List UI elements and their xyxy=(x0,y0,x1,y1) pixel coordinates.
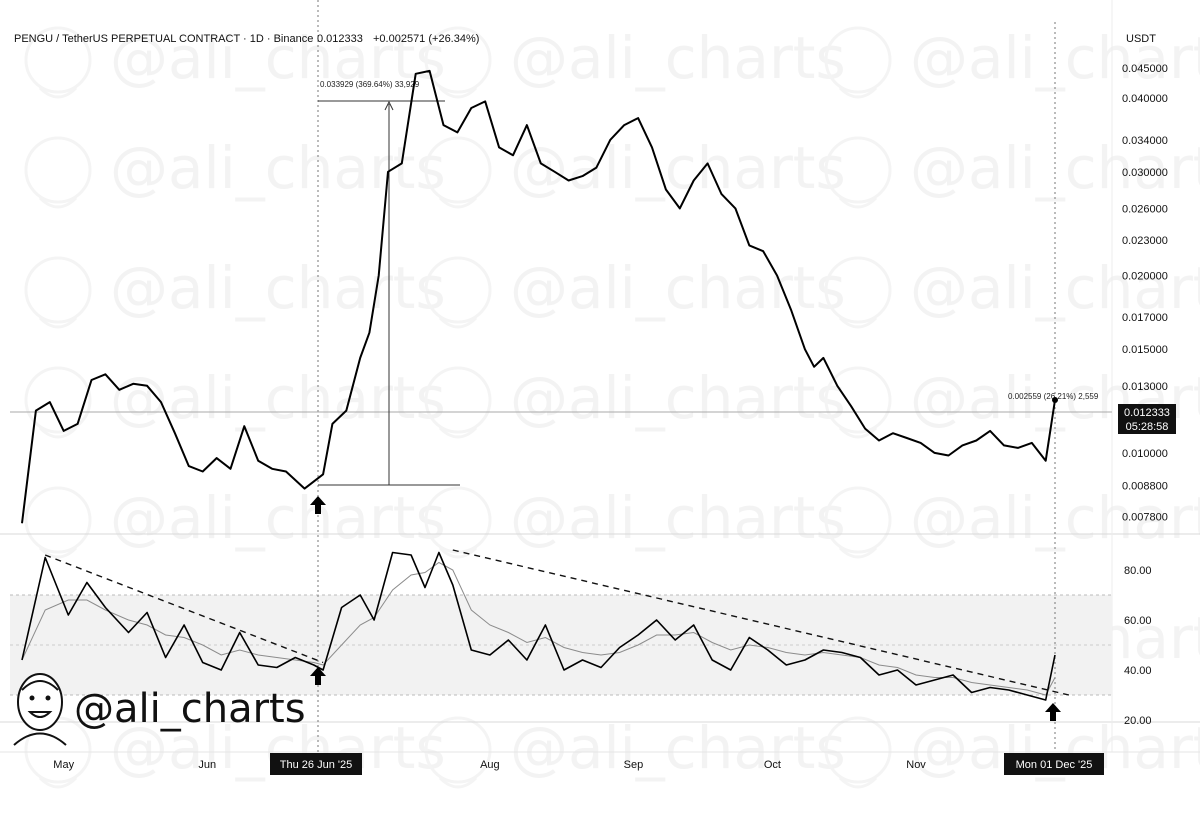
bounce-measure: 0.002559 (26.21%) 2,559 xyxy=(1008,392,1099,401)
up-arrow-icon xyxy=(1045,703,1061,721)
oscillator-tick-label: 40.00 xyxy=(1124,665,1152,677)
price-series xyxy=(21,69,1058,524)
up-arrow-icon xyxy=(310,496,326,514)
month-tick-label: May xyxy=(53,759,74,771)
price-tick-label: 0.040000 xyxy=(1122,93,1168,105)
price-tick-label: 0.045000 xyxy=(1122,63,1168,75)
crosshair-date-right-label: Mon 01 Dec '25 xyxy=(1016,759,1093,771)
price-tick-label: 0.013000 xyxy=(1122,381,1168,393)
price-tick-label: 0.023000 xyxy=(1122,235,1168,247)
candle-countdown: 05:28:58 xyxy=(1126,421,1169,433)
crosshair-date-left: Thu 26 Jun '25 xyxy=(270,753,362,775)
currency-label: USDT xyxy=(1126,33,1156,45)
header-price: 0.012333 xyxy=(317,33,363,45)
last-price-dot xyxy=(1052,396,1058,403)
month-tick-label: Jun xyxy=(198,759,216,771)
price-tick-label: 0.030000 xyxy=(1122,167,1168,179)
oscillator-tick-label: 80.00 xyxy=(1124,565,1152,577)
oscillator-trendline xyxy=(44,554,324,664)
symbol-title: PENGU / TetherUS PERPETUAL CONTRACT · 1D… xyxy=(14,33,313,45)
crosshair-date-left-label: Thu 26 Jun '25 xyxy=(280,759,352,771)
oscillator-line xyxy=(21,551,1056,701)
cartoon-face-logo xyxy=(13,673,67,746)
oscillator-tick-label: 20.00 xyxy=(1124,715,1152,727)
price-line xyxy=(21,69,1056,524)
handle-watermark: @ali_charts xyxy=(74,686,306,732)
crosshair-date-right: Mon 01 Dec '25 xyxy=(1004,753,1104,775)
price-tick-label: 0.034000 xyxy=(1122,135,1168,147)
oscillator-band xyxy=(10,594,1112,696)
oscillator-series xyxy=(21,549,1070,701)
price-tick-label: 0.017000 xyxy=(1122,312,1168,324)
time-axis: May Jun Aug Sep Oct Nov xyxy=(53,759,926,771)
oscillator-axis: 80.00 60.00 40.00 20.00 xyxy=(1124,565,1152,727)
month-tick-label: Nov xyxy=(906,759,926,771)
oscillator-ma-line xyxy=(21,561,1056,696)
month-tick-label: Oct xyxy=(764,759,781,771)
oscillator-tick-label: 60.00 xyxy=(1124,615,1152,627)
price-tick-label: 0.020000 xyxy=(1122,271,1168,283)
price-tick-label: 0.010000 xyxy=(1122,448,1168,460)
price-tick-label: 0.026000 xyxy=(1122,203,1168,215)
price-tick-label: 0.007800 xyxy=(1122,512,1168,524)
price-tick-label: 0.008800 xyxy=(1122,481,1168,493)
month-tick-label: Sep xyxy=(624,759,644,771)
month-tick-label: Aug xyxy=(480,759,500,771)
up-arrow-icon xyxy=(310,667,326,685)
rally-measure: 0.033929 (369.64%) 33,929 xyxy=(318,80,460,486)
current-price-value: 0.012333 xyxy=(1124,407,1170,419)
header-change: +0.002571 (+26.34%) xyxy=(373,33,479,45)
bounce-measure-label: 0.002559 (26.21%) 2,559 xyxy=(1008,392,1099,401)
rally-measure-label: 0.033929 (369.64%) 33,929 xyxy=(320,80,420,89)
current-price-tag: 0.012333 05:28:58 xyxy=(1118,404,1176,434)
price-axis: 0.045000 0.040000 0.034000 0.030000 0.026000… xyxy=(1122,63,1168,523)
price-tick-label: 0.015000 xyxy=(1122,344,1168,356)
